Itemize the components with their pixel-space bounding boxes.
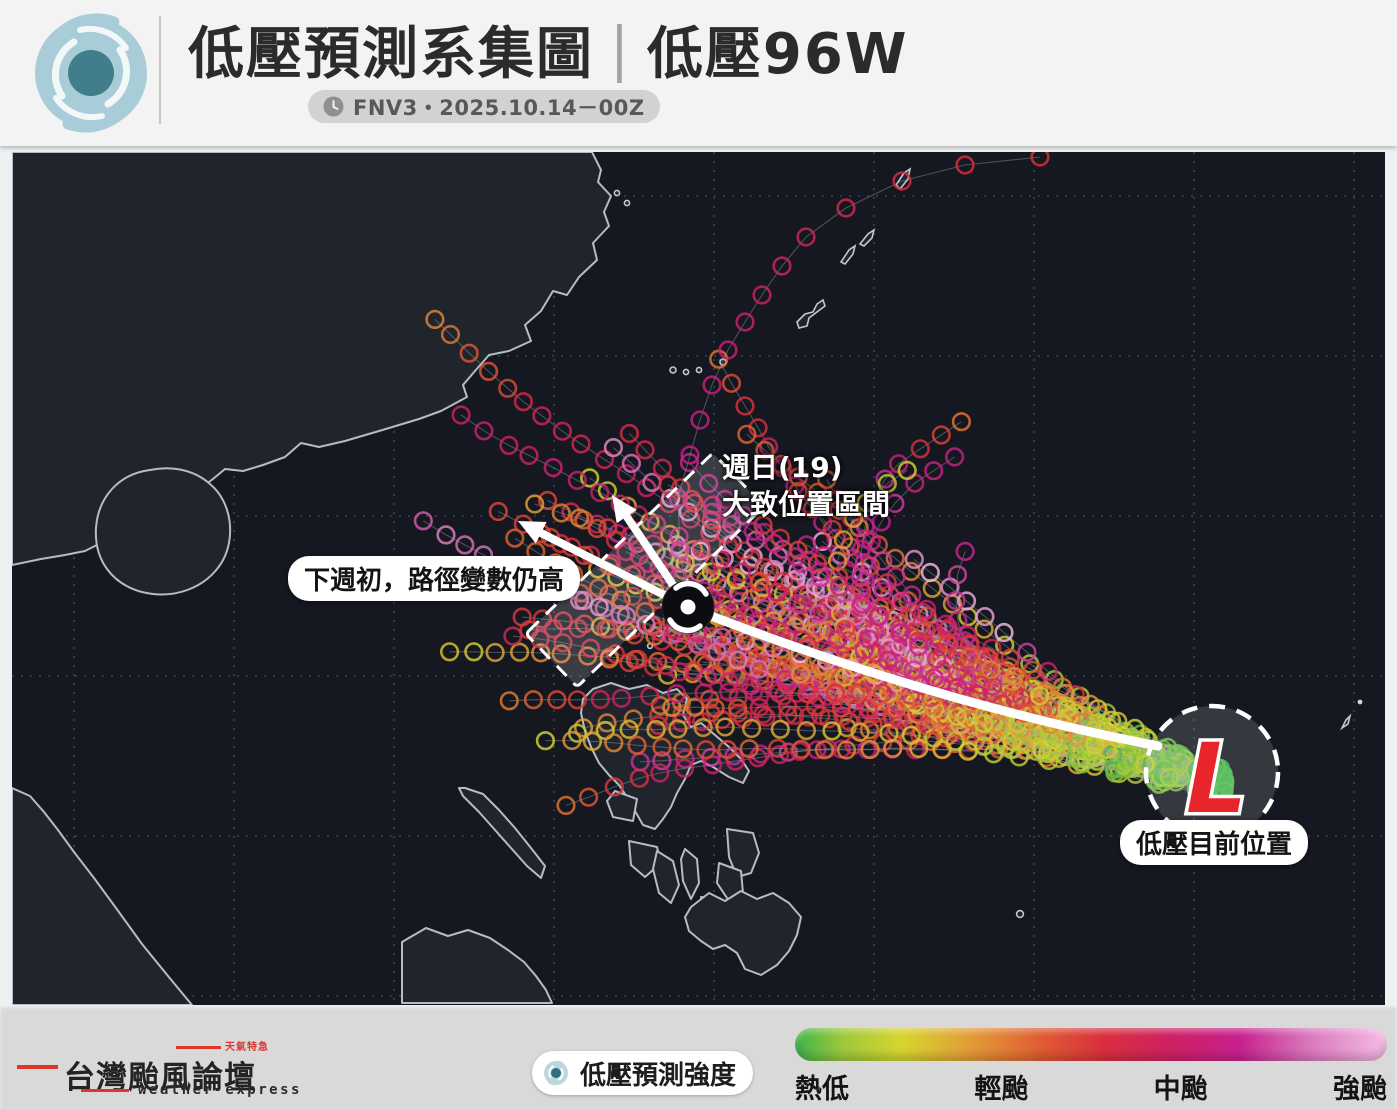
ryukyu-islet-2 — [858, 228, 876, 247]
intensity-label-td: 熱低 — [795, 1074, 849, 1105]
sunday-label-line2: 大致位置區間 — [722, 487, 891, 521]
far-east-dot — [1357, 699, 1363, 705]
far-east-islet — [1339, 713, 1352, 731]
title-separator: | — [610, 14, 631, 84]
early-next-week-pill: 下週初，路徑變數仍高 — [288, 556, 581, 601]
model-run-badge: FNV3・2025.10.14－00Z — [308, 90, 660, 123]
forecast-map: L 週日(19) 大致位置區間 下週初，路徑變數仍高 低壓目前位置 — [12, 152, 1385, 1011]
cebu-island — [680, 848, 700, 900]
footer: 天氣特急 台灣颱風論壇 weather express 低壓預測強度 熱低 輕颱… — [0, 1005, 1397, 1109]
palawan-island — [458, 787, 546, 879]
intensity-label-sty: 強颱 — [1332, 1074, 1387, 1105]
mindanao-island — [684, 890, 802, 976]
intensity-label-ty: 中颱 — [1153, 1074, 1208, 1105]
intensity-labels: 熱低 輕颱 中颱 強颱 — [795, 1067, 1387, 1106]
current-low-dashed-circle — [1143, 703, 1281, 841]
legend-typhoon-icon — [544, 1060, 568, 1086]
legend-title: 低壓預測強度 — [580, 1060, 737, 1091]
title-storm-name: 低壓96W — [646, 21, 909, 87]
ryukyu-islet-1 — [839, 244, 857, 266]
yaeyama-islet-2 — [682, 368, 690, 376]
mindoro-island — [606, 790, 638, 822]
brand-slogan: 天氣特急 — [225, 1042, 269, 1053]
okinawa-island — [796, 298, 826, 329]
map-canvas: L — [12, 152, 1385, 1005]
brand-tagline: weather express — [138, 1082, 302, 1098]
brand-red-dash — [17, 1065, 58, 1069]
hainan-island — [94, 467, 232, 596]
intensity-gradient-bar — [795, 1028, 1387, 1061]
intensity-label-ts: 輕颱 — [974, 1074, 1029, 1105]
brand-logo: 天氣特急 台灣颱風論壇 weather express — [14, 1035, 299, 1105]
samar-island — [726, 828, 760, 878]
typhoon-symbol-icon — [661, 580, 715, 634]
low-marker: L — [1186, 723, 1247, 835]
yaeyama-islet-1 — [669, 366, 677, 374]
clock-icon — [323, 96, 344, 117]
borneo-island — [401, 927, 553, 1004]
brand-slogan-line — [176, 1046, 221, 1049]
page-title: 低壓預測系集圖 | 低壓96W — [188, 12, 909, 87]
title-main: 低壓預測系集圖 — [188, 21, 594, 87]
yaeyama-islet-3 — [695, 366, 703, 374]
sunday-position-label: 週日(19) 大致位置區間 — [722, 450, 890, 524]
zhoushan-islet-1 — [613, 189, 621, 197]
arrow-heads — [518, 495, 637, 544]
legend-title-pill: 低壓預測強度 — [532, 1051, 754, 1095]
zhoushan-islet-2 — [623, 199, 631, 207]
typhoon-logo-icon — [35, 13, 147, 133]
current-position-pill: 低壓目前位置 — [1120, 820, 1309, 865]
south-islet-dot — [1015, 909, 1025, 919]
brand-underline — [81, 1089, 129, 1092]
model-run-text: FNV3・2025.10.14－00Z — [353, 95, 645, 120]
header: 低壓預測系集圖 | 低壓96W FNV3・2025.10.14－00Z — [0, 0, 1397, 146]
negros-island — [652, 850, 680, 904]
sunday-label-line1: 週日(19) — [722, 451, 843, 484]
vietnam-coast — [12, 787, 193, 1005]
header-divider — [159, 16, 161, 124]
